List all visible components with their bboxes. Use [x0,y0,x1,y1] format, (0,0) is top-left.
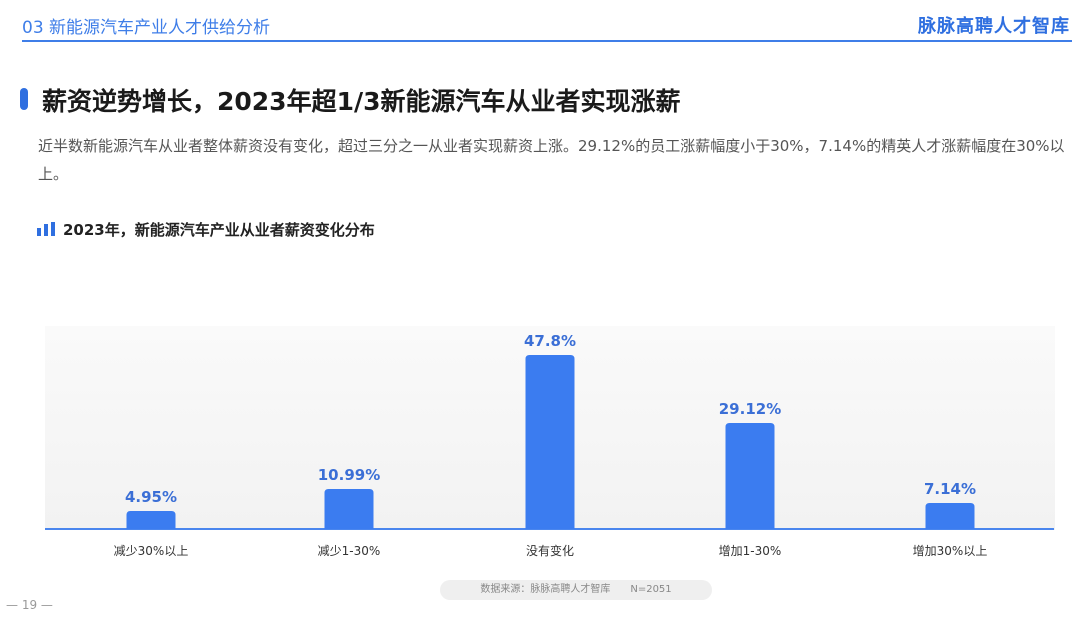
x-tick-label: 减少30%以上 [114,544,189,558]
bar [525,355,575,529]
data-label: 29.12% [719,400,781,418]
bar [725,422,775,529]
x-tick-label: 没有变化 [526,543,574,558]
data-label: 10.99% [318,466,380,484]
brand-logo-text: 脉脉高聘人才智库 [918,16,1070,37]
headline-accent-bar [20,88,28,110]
section-title: 03 新能源汽车产业人才供给分析 [22,18,271,38]
page-number: — 19 — [6,598,53,612]
page-header: 03 新能源汽车产业人才供给分析 脉脉高聘人才智库 [22,8,1072,42]
chart-title: 2023年，新能源汽车产业从业者薪资变化分布 [63,220,375,239]
x-tick-label: 减少1-30% [318,544,381,558]
data-label: 7.14% [924,480,976,498]
x-tick-label: 增加1-30% [719,544,782,558]
bar-chart-icon [37,222,55,236]
data-label: 47.8% [524,332,576,350]
bar [126,510,176,529]
page-headline: 薪资逆势增长，2023年超1/3新能源汽车从业者实现涨薪 [42,87,681,116]
bar [925,503,975,529]
bar [324,488,374,529]
data-label: 4.95% [125,488,177,506]
chart-title-row: 2023年，新能源汽车产业从业者薪资变化分布 [37,218,375,240]
page-description: 近半数新能源汽车从业者整体薪资没有变化，超过三分之一从业者实现薪资上涨。29.1… [38,137,1065,183]
data-source-note: 数据来源：脉脉高聘人才智库 N=2051 [440,580,712,600]
x-tick-label: 增加30%以上 [913,544,988,558]
